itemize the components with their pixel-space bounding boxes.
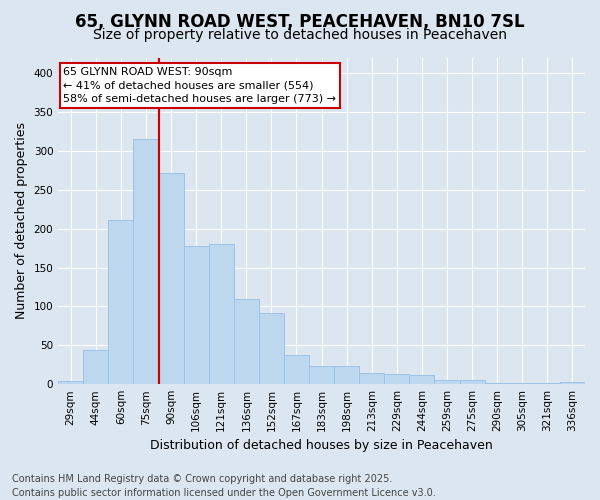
Bar — [385, 374, 409, 384]
Text: Size of property relative to detached houses in Peacehaven: Size of property relative to detached ho… — [93, 28, 507, 42]
Bar — [83, 350, 109, 384]
Bar — [460, 380, 485, 384]
Text: 65, GLYNN ROAD WEST, PEACEHAVEN, BN10 7SL: 65, GLYNN ROAD WEST, PEACEHAVEN, BN10 7S… — [75, 12, 525, 30]
Bar — [309, 366, 334, 384]
Bar — [284, 354, 309, 384]
Bar — [259, 312, 284, 384]
X-axis label: Distribution of detached houses by size in Peacehaven: Distribution of detached houses by size … — [150, 440, 493, 452]
Bar — [83, 350, 109, 384]
Bar — [334, 366, 359, 384]
Bar — [284, 354, 309, 384]
Bar — [58, 381, 83, 384]
Bar — [434, 380, 460, 384]
Bar — [58, 381, 83, 384]
Bar — [560, 382, 585, 384]
Bar — [209, 244, 234, 384]
Bar — [234, 300, 259, 384]
Bar — [460, 380, 485, 384]
Bar — [133, 139, 158, 384]
Text: Contains HM Land Registry data © Crown copyright and database right 2025.
Contai: Contains HM Land Registry data © Crown c… — [12, 474, 436, 498]
Bar — [359, 372, 385, 384]
Bar — [409, 375, 434, 384]
Bar — [109, 220, 133, 384]
Bar — [158, 172, 184, 384]
Bar — [209, 244, 234, 384]
Bar — [234, 300, 259, 384]
Bar — [259, 312, 284, 384]
Bar — [133, 139, 158, 384]
Bar — [158, 172, 184, 384]
Bar — [309, 366, 334, 384]
Bar — [560, 382, 585, 384]
Bar — [434, 380, 460, 384]
Bar — [334, 366, 359, 384]
Bar — [109, 220, 133, 384]
Text: 65 GLYNN ROAD WEST: 90sqm
← 41% of detached houses are smaller (554)
58% of semi: 65 GLYNN ROAD WEST: 90sqm ← 41% of detac… — [64, 68, 337, 104]
Bar — [385, 374, 409, 384]
Bar — [359, 372, 385, 384]
Y-axis label: Number of detached properties: Number of detached properties — [15, 122, 28, 320]
Bar — [184, 246, 209, 384]
Bar — [184, 246, 209, 384]
Bar — [409, 375, 434, 384]
